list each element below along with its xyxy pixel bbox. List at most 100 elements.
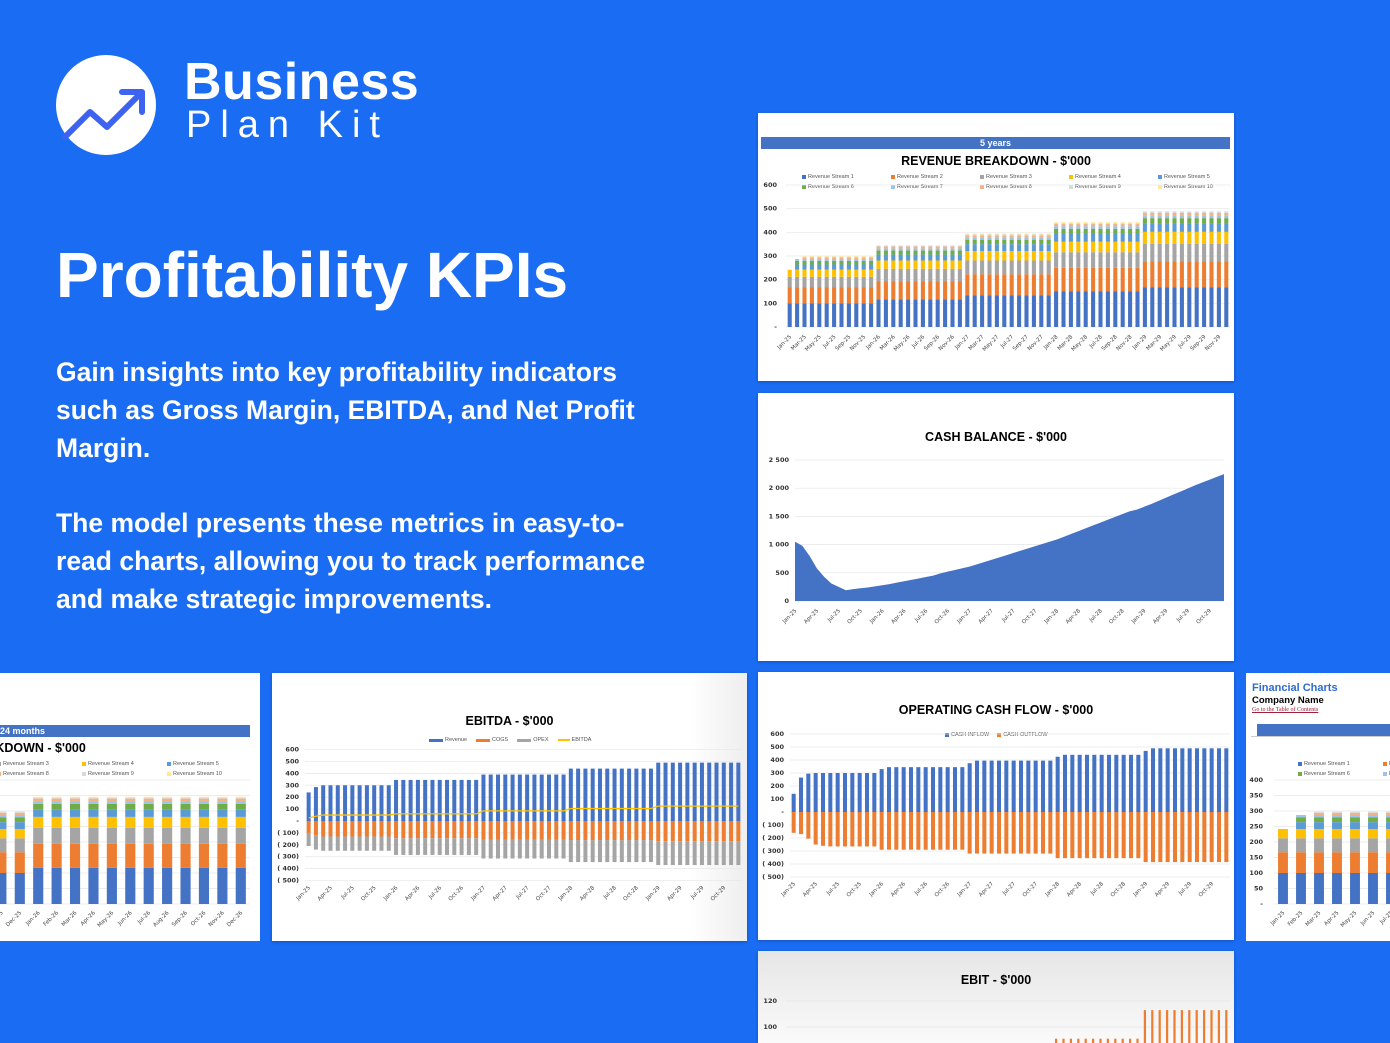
bar-revenue-stream-4 [928,260,933,269]
bar-revenue-stream-9 [891,245,896,247]
bar-revenue-stream-4 [235,816,246,828]
bar-revenue-stream-4 [787,269,792,277]
bar-revenue-stream-6 [802,260,807,265]
bar-cash-inflow [938,767,943,812]
bar-revenue [423,779,428,821]
legend-label: Revenue Stream 10 [1164,184,1213,190]
bar-revenue-stream-2 [1209,261,1214,288]
y-tick-label: 200 [1249,838,1263,846]
bar-revenue-stream-5 [1157,223,1162,232]
bar-opex [488,839,493,859]
x-tick-label: Nov-29 [1204,334,1222,352]
bar-revenue-stream-5 [1024,244,1029,252]
bar-revenue-stream-1 [861,303,866,327]
bar-revenue-stream-4 [198,816,210,828]
bar-revenue-stream-9 [824,256,829,258]
bar-revenue-stream-2 [1296,852,1306,873]
bar-revenue-stream-6 [1202,218,1207,224]
bar-revenue-stream-2 [1031,274,1036,296]
x-tick-label: Oct-29 [1198,881,1216,899]
bar-revenue-stream-4 [1150,231,1155,244]
bar-revenue-stream-10 [1031,233,1036,235]
bar-revenue-stream-5 [1202,223,1207,232]
bar-revenue-stream-8 [1172,212,1177,216]
bar-cogs [656,821,661,842]
bar-revenue-stream-7 [891,248,896,251]
bar-revenue-stream-4 [972,251,977,261]
bar-revenue-stream-6 [69,803,81,810]
bar-revenue-stream-9 [1150,211,1155,213]
bar-revenue-stream-3 [1017,260,1022,275]
bar-revenue-stream-10 [802,256,807,257]
bar-revenue-stream-3 [1332,838,1342,853]
bar-cogs [408,821,413,839]
bar-revenue-stream-9 [1105,223,1110,225]
bar-revenue-stream-10 [1039,233,1044,235]
bar-revenue-stream-7 [869,259,874,261]
bar-revenue-stream-3 [1105,252,1110,268]
bar-opex [678,841,683,866]
legend-swatch [167,772,171,776]
bar-revenue-stream-8 [106,798,117,802]
bar-revenue-stream-9 [198,797,210,799]
bar-ebit [1084,1038,1087,1043]
bar-revenue-stream-1 [898,299,903,327]
bar-revenue-stream-2 [987,274,992,296]
bar-revenue-stream-2 [235,843,246,868]
bar-revenue-stream-4 [957,260,962,269]
bar-revenue-stream-1 [1172,287,1177,327]
bar-ebit [1143,1010,1147,1043]
bar-cash-outflow [791,812,796,833]
table-of-contents-link[interactable]: Go to the Table of Contents [1252,707,1319,713]
bar-revenue-stream-10 [1350,811,1360,812]
bar-ebit [1054,1038,1058,1043]
bar-revenue-stream-7 [88,801,99,804]
bar-cogs [466,821,471,839]
bar-revenue-stream-8 [88,798,99,802]
bar-revenue-stream-3 [980,260,985,275]
bar-opex [714,841,719,866]
bar-revenue-stream-10 [891,245,896,246]
bar-revenue-stream-2 [1368,852,1378,873]
bar-revenue-stream-1 [1046,295,1051,327]
bar-revenue-stream-6 [1083,228,1088,234]
x-tick-label: Mar-26 [61,910,79,928]
bar-revenue [699,762,704,821]
bar-revenue-stream-1 [1061,291,1066,327]
bar-revenue-stream-6 [180,803,191,810]
y-tick-label: 200 [763,276,777,284]
x-tick-label: Jul-25 [340,885,356,901]
legend-swatch [802,185,806,189]
bar-ebit [1136,1038,1139,1043]
legend-swatch [980,175,984,179]
bar-revenue-stream-1 [883,299,888,327]
y-tick-label: - [781,808,784,816]
legend-item: Revenue Stream 5 [167,761,252,767]
bar-revenue-stream-10 [217,796,228,798]
bar-revenue-stream-1 [1165,287,1170,327]
bar-revenue-stream-10 [1172,211,1177,212]
bar-revenue-stream-6 [33,803,44,810]
bar-revenue-stream-8 [33,798,44,802]
bar-revenue-stream-10 [1105,222,1110,224]
y-tick-label: ( 300) [277,853,299,861]
x-tick-label: Mar-25 [1305,910,1323,928]
bar-revenue-stream-10 [950,245,955,246]
bar-revenue-stream-8 [51,798,62,802]
bar-revenue-stream-10 [1068,222,1073,224]
bar-opex [685,841,690,866]
bar-revenue-stream-4 [980,251,985,261]
bar-cash-outflow [1143,812,1148,863]
bar-revenue-stream-10 [1061,222,1066,224]
bar-revenue-stream-7 [143,801,154,804]
bar-revenue-stream-7 [125,801,136,804]
bar-cash-inflow [1092,754,1097,812]
x-tick-label: Jan-25 [295,885,313,903]
bar-revenue-stream-4 [854,269,859,277]
bar-revenue-stream-6 [950,250,955,255]
bar-revenue-stream-3 [1009,260,1014,275]
bar-cash-outflow [952,812,958,850]
bar-revenue-stream-8 [1368,812,1378,816]
bar-revenue-stream-9 [1202,211,1207,213]
bar-revenue-stream-5 [1128,233,1133,242]
